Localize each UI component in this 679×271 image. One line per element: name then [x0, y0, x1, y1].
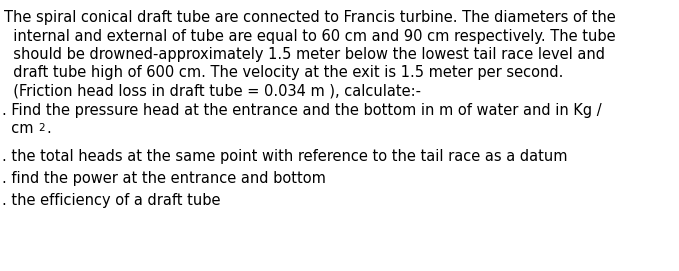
Text: draft tube high of 600 cm. The velocity at the exit is 1.5 meter per second.: draft tube high of 600 cm. The velocity …: [4, 66, 564, 80]
Text: internal and external of tube are equal to 60 cm and 90 cm respectively. The tub: internal and external of tube are equal …: [4, 28, 616, 44]
Text: . find the power at the entrance and bottom: . find the power at the entrance and bot…: [2, 171, 326, 186]
Text: 2: 2: [38, 123, 45, 133]
Text: should be drowned-approximately 1.5 meter below the lowest tail race level and: should be drowned-approximately 1.5 mete…: [4, 47, 605, 62]
Text: . Find the pressure head at the entrance and the bottom in m of water and in Kg : . Find the pressure head at the entrance…: [2, 102, 602, 118]
Text: . the total heads at the same point with reference to the tail race as a datum: . the total heads at the same point with…: [2, 149, 568, 164]
Text: .: .: [46, 121, 51, 136]
Text: (Friction head loss in draft tube = 0.034 m ), calculate:-: (Friction head loss in draft tube = 0.03…: [4, 84, 421, 99]
Text: The spiral conical draft tube are connected to Francis turbine. The diameters of: The spiral conical draft tube are connec…: [4, 10, 616, 25]
Text: . the efficiency of a draft tube: . the efficiency of a draft tube: [2, 193, 221, 208]
Text: cm: cm: [2, 121, 33, 136]
